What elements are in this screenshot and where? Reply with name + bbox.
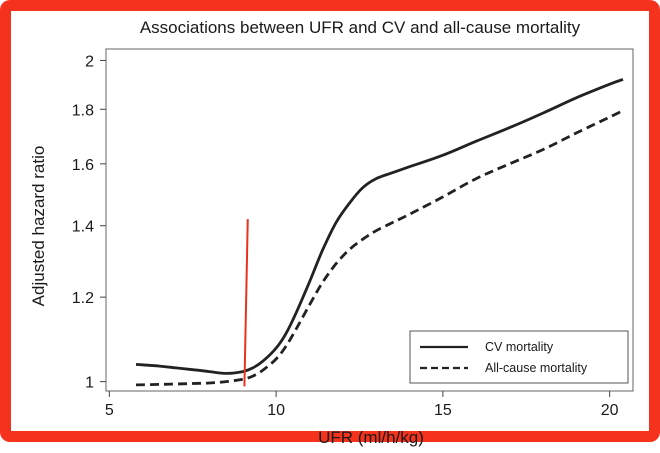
threshold-line: [243, 219, 249, 387]
series-line-cv-mortality: [135, 78, 624, 375]
y-tick-label: 1: [85, 375, 94, 392]
y-tick-label: 1.8: [72, 102, 94, 119]
y-axis-ticks: 1 1.2 1.4 1.6 1.8 2: [72, 53, 106, 392]
x-tick-label: 15: [434, 402, 452, 419]
y-tick-label: 1.4: [72, 219, 94, 236]
x-tick-label: 20: [601, 402, 619, 419]
y-tick-label: 2: [85, 53, 94, 70]
legend: CV mortality All-cause mortality: [409, 330, 629, 384]
legend-label-cv: CV mortality: [485, 340, 554, 354]
y-tick-label: 1.2: [72, 290, 94, 307]
chart-title: Associations between UFR and CV and all-…: [140, 18, 581, 37]
legend-label-all-cause: All-cause mortality: [485, 361, 588, 375]
x-tick-label: 10: [267, 402, 285, 419]
y-axis-label: Adjusted hazard ratio: [29, 146, 48, 307]
x-tick-label: 5: [105, 402, 114, 419]
chart: Associations between UFR and CV and all-…: [29, 18, 634, 447]
series-layer: [135, 78, 624, 387]
x-axis-ticks: 5 10 15 20: [105, 391, 619, 419]
legend-box: [409, 330, 629, 384]
y-tick-label: 1.6: [72, 157, 94, 174]
x-axis-label: UFR (ml/h/kg): [318, 428, 424, 447]
series-line-all-cause-mortality: [135, 109, 624, 387]
